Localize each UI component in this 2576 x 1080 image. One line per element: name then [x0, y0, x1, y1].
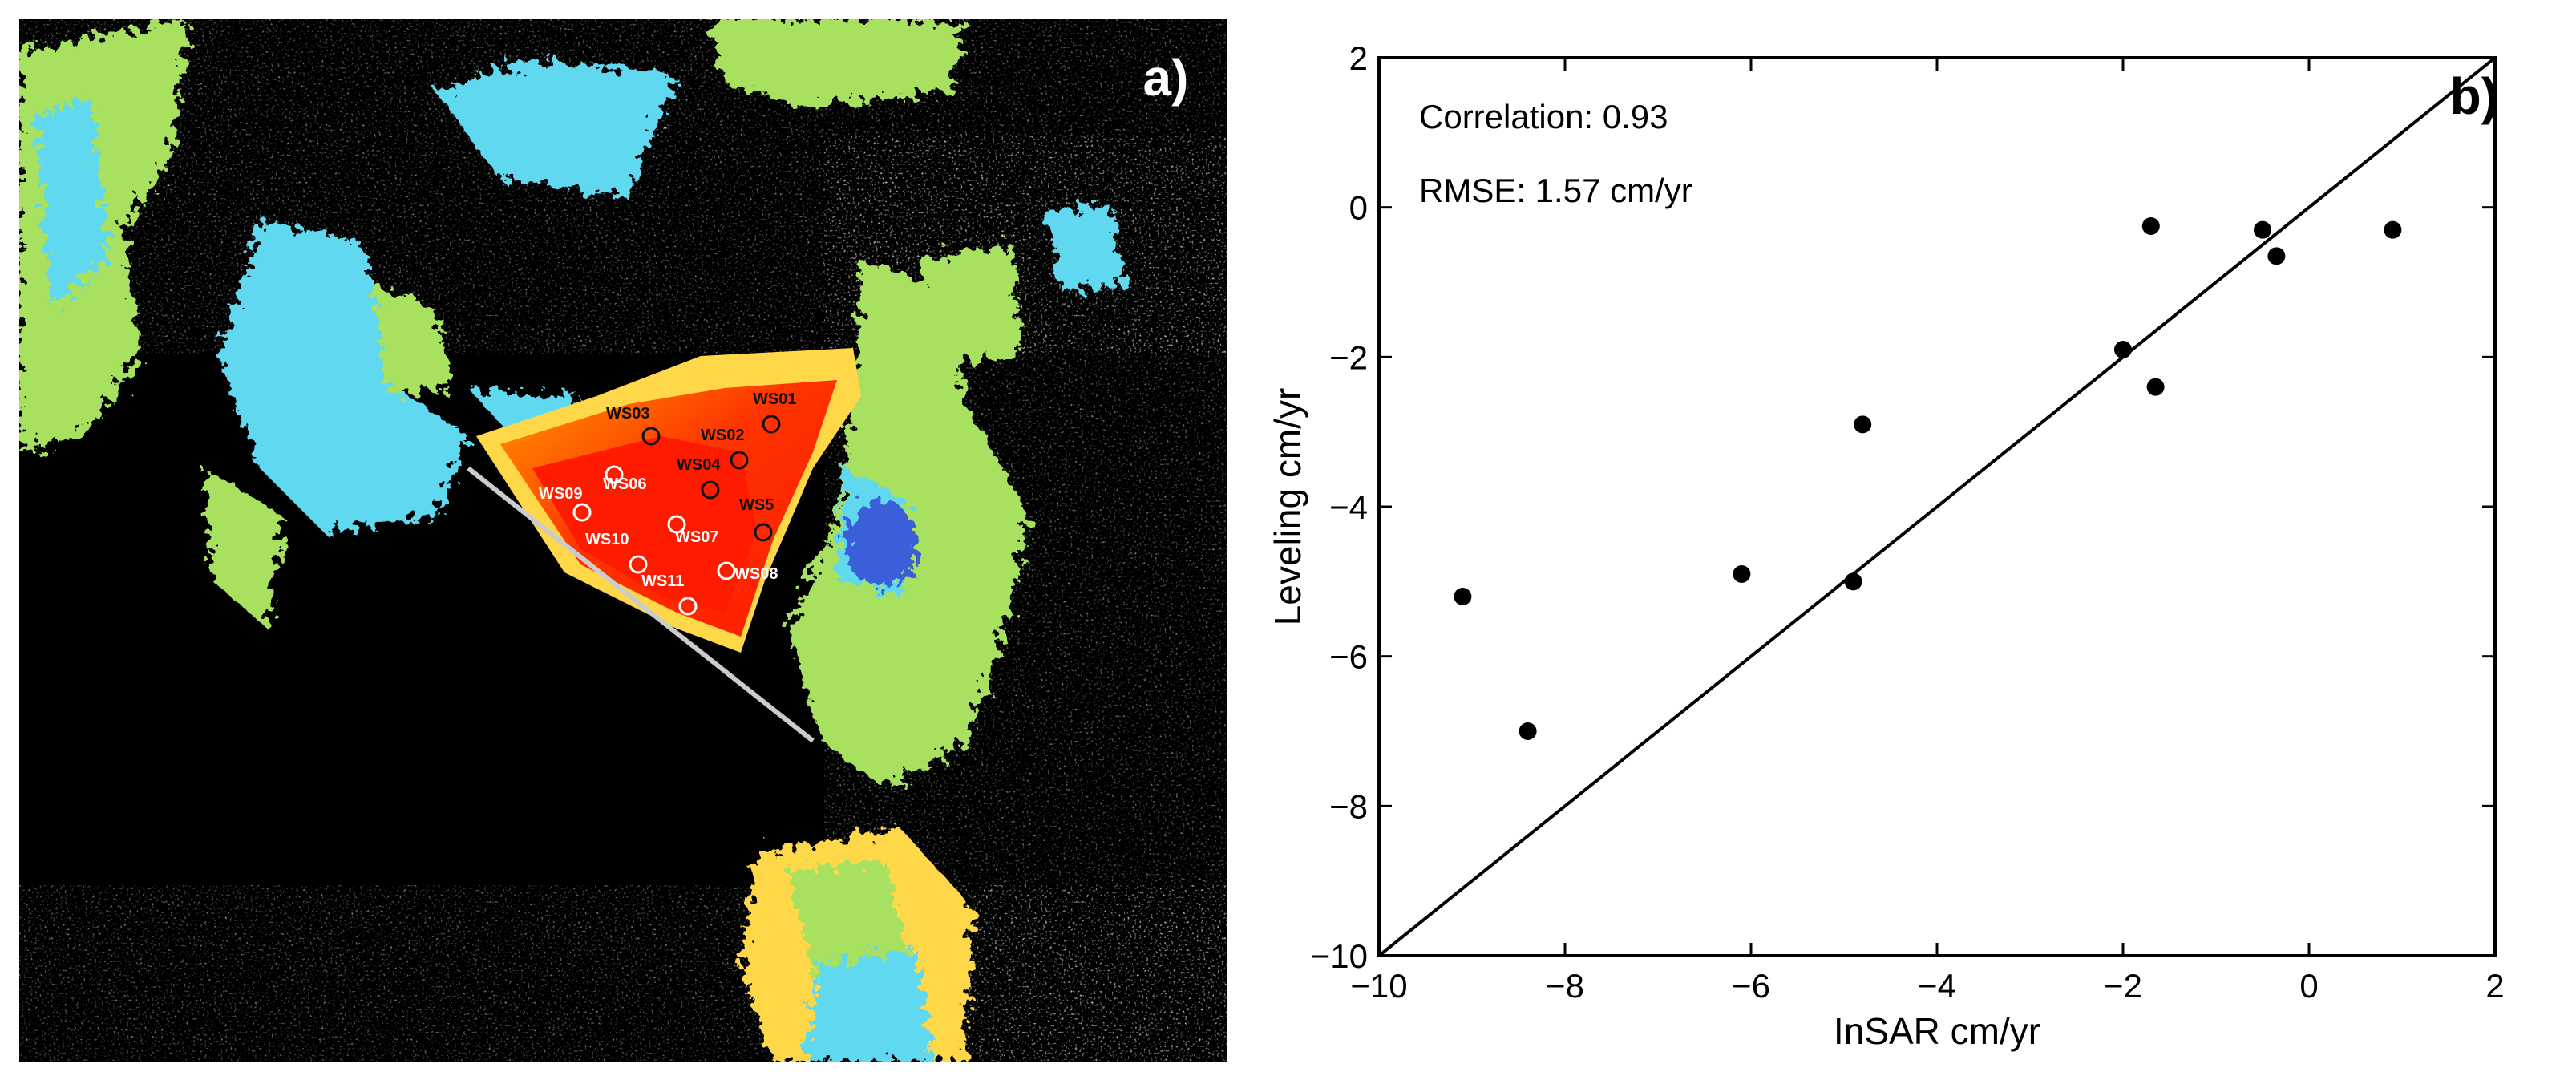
- one-to-one-line: [1377, 56, 2497, 957]
- station-marker: [629, 555, 648, 574]
- station-marker: [605, 465, 624, 484]
- y-tick-label: −2: [1329, 338, 1368, 376]
- station-marker: [572, 503, 592, 522]
- station-marker: [762, 415, 781, 434]
- y-tick-label: 0: [1349, 189, 1368, 227]
- station-markers: WS01 WS02 WS03 WS04 WS5 WS06 WS07 WS08 WS09 WS10 W…: [539, 390, 796, 616]
- x-tick-label: 0: [2299, 967, 2318, 1005]
- data-point: [2254, 220, 2271, 239]
- station-marker: [678, 597, 698, 616]
- station-marker: [641, 427, 661, 446]
- y-tick-label: −8: [1329, 787, 1368, 825]
- y-axis-label: Leveling cm/yr: [1267, 388, 1308, 626]
- x-tick-label: 2: [2485, 967, 2504, 1005]
- rmse-annotation: RMSE: 1.57 cm/yr: [1419, 172, 1692, 209]
- y-tick-label: −10: [1311, 937, 1368, 975]
- station-label: WS09: [539, 485, 582, 503]
- x-tick-label: −2: [2104, 967, 2142, 1005]
- insar-map-panel: WS01 WS02 WS03 WS04 WS5 WS06 WS07 WS08 WS09 WS10 W…: [19, 19, 1227, 1062]
- insar-map: WS01 WS02 WS03 WS04 WS5 WS06 WS07 WS08 WS09 WS10 W…: [19, 19, 1227, 1062]
- station-marker: [754, 523, 773, 542]
- x-tick-label: −8: [1546, 967, 1584, 1005]
- x-tick-label: −4: [1918, 967, 1956, 1005]
- station-marker: [667, 515, 686, 534]
- x-tick-label: −6: [1732, 967, 1770, 1005]
- station-label: WS5: [739, 496, 774, 514]
- station-label: WS03: [606, 405, 649, 423]
- station-label: WS10: [585, 531, 629, 548]
- x-tick-label: −10: [1350, 967, 1407, 1005]
- station-marker: [717, 561, 736, 580]
- uplift-area: [845, 500, 917, 589]
- data-point: [1844, 572, 1862, 591]
- panel-b-label: b): [2450, 67, 2498, 125]
- data-point: [2141, 217, 2160, 235]
- data-point: [1733, 565, 1751, 583]
- station-label: WS02: [701, 427, 744, 444]
- station-marker: [730, 451, 749, 470]
- data-point: [2267, 247, 2286, 265]
- data-point: [2146, 378, 2165, 396]
- scatter-chart-panel: −10 −8 −6 −4 −2 0 2 −10 −8 −6 −4 −2 0 2 Correlation: …: [1251, 0, 2576, 1076]
- station-label: WS01: [753, 390, 796, 408]
- axis-ticks: −10 −8 −6 −4 −2 0 2 −10 −8 −6 −4 −2 0 2: [1311, 39, 2505, 1005]
- data-point: [1519, 722, 1537, 740]
- y-tick-label: −6: [1329, 638, 1368, 676]
- station-label: WS07: [675, 528, 718, 546]
- data-point: [2384, 220, 2402, 239]
- station-label: WS08: [734, 565, 778, 583]
- scatter-chart: −10 −8 −6 −4 −2 0 2 −10 −8 −6 −4 −2 0 2 Correlation: …: [1267, 39, 2505, 1052]
- station-label: WS06: [603, 475, 646, 493]
- panel-a-label: a): [1143, 49, 1189, 107]
- station-label: WS11: [641, 572, 684, 590]
- data-point: [1854, 415, 1872, 434]
- x-axis-label: InSAR cm/yr: [1834, 1010, 2040, 1052]
- subsidence-area: [467, 348, 861, 743]
- y-tick-label: 2: [1349, 39, 1368, 77]
- correlation-annotation: Correlation: 0.93: [1419, 98, 1668, 136]
- data-points: [1454, 217, 2402, 740]
- data-point: [1454, 588, 1472, 605]
- station-label: WS04: [677, 456, 721, 474]
- y-tick-label: −4: [1329, 488, 1368, 526]
- data-point: [2114, 341, 2132, 358]
- station-marker: [701, 480, 720, 500]
